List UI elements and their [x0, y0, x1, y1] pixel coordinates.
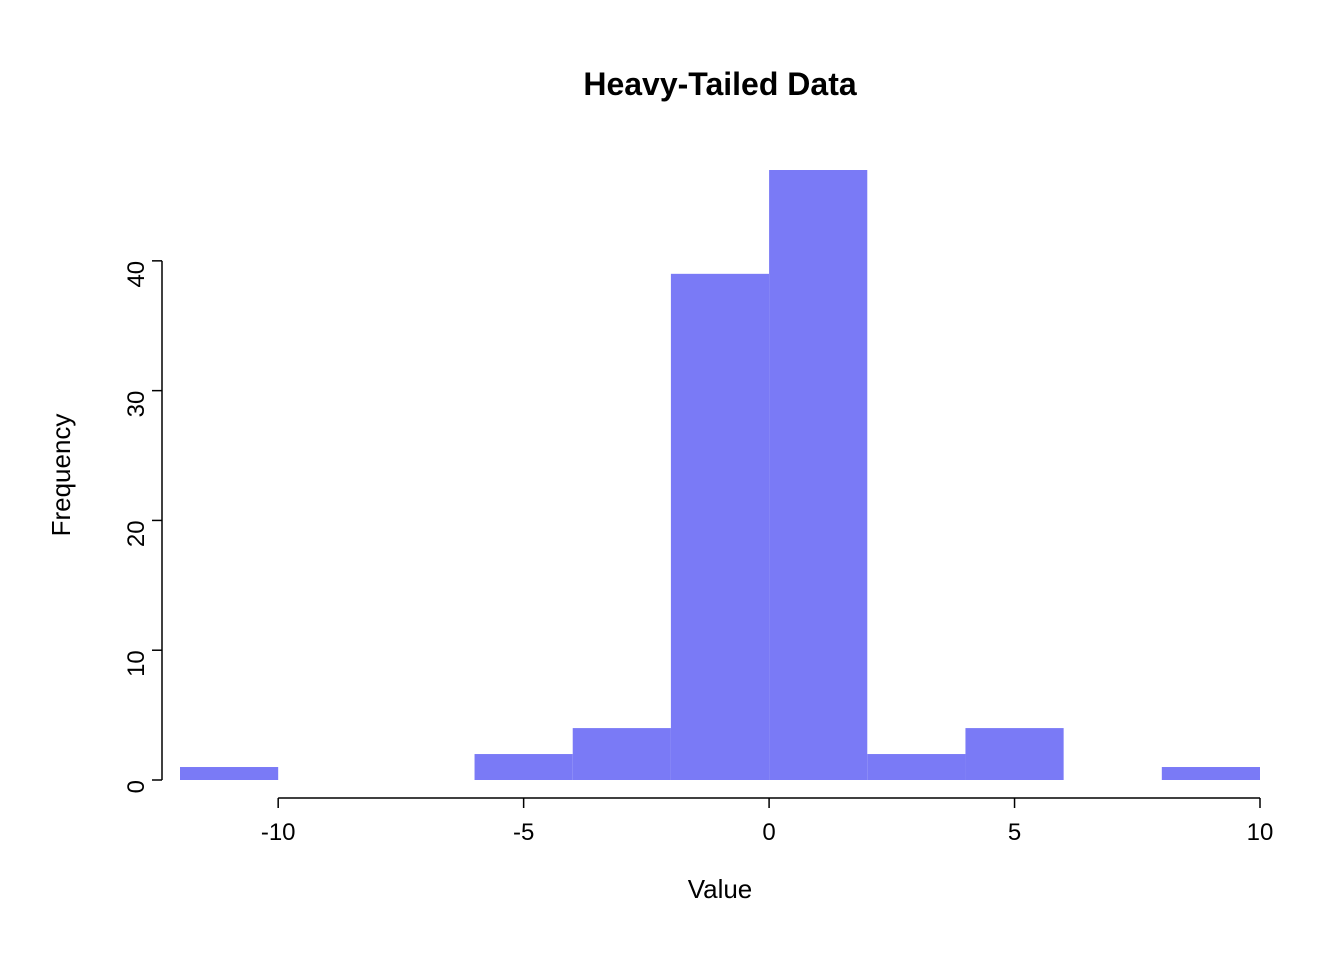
y-tick-label: 30: [123, 391, 150, 418]
y-tick-label: 20: [123, 520, 150, 547]
x-tick-label: -10: [261, 819, 296, 846]
y-tick-label: 0: [123, 780, 150, 793]
histogram-bar: [671, 274, 769, 780]
x-tick-label: 5: [1008, 819, 1021, 846]
histogram-bar: [573, 728, 671, 780]
x-axis-label: Value: [688, 874, 753, 904]
histogram-bar: [769, 170, 867, 780]
y-tick-label: 10: [123, 650, 150, 677]
x-tick-label: 10: [1247, 819, 1274, 846]
histogram-chart: -10 -5 0 5 10 0 10 20 30 40 Heavy-Tailed Data Val…: [0, 0, 1344, 960]
histogram-bar: [867, 754, 965, 780]
histogram-bar: [1162, 767, 1260, 780]
histogram-bar: [965, 728, 1063, 780]
y-axis-label: Frequency: [46, 414, 76, 537]
chart-title: Heavy-Tailed Data: [583, 66, 857, 102]
x-tick-label: -5: [513, 819, 534, 846]
y-tick-label: 40: [123, 261, 150, 288]
x-tick-label: 0: [762, 819, 775, 846]
histogram-bar: [180, 767, 278, 780]
histogram-bar: [475, 754, 573, 780]
